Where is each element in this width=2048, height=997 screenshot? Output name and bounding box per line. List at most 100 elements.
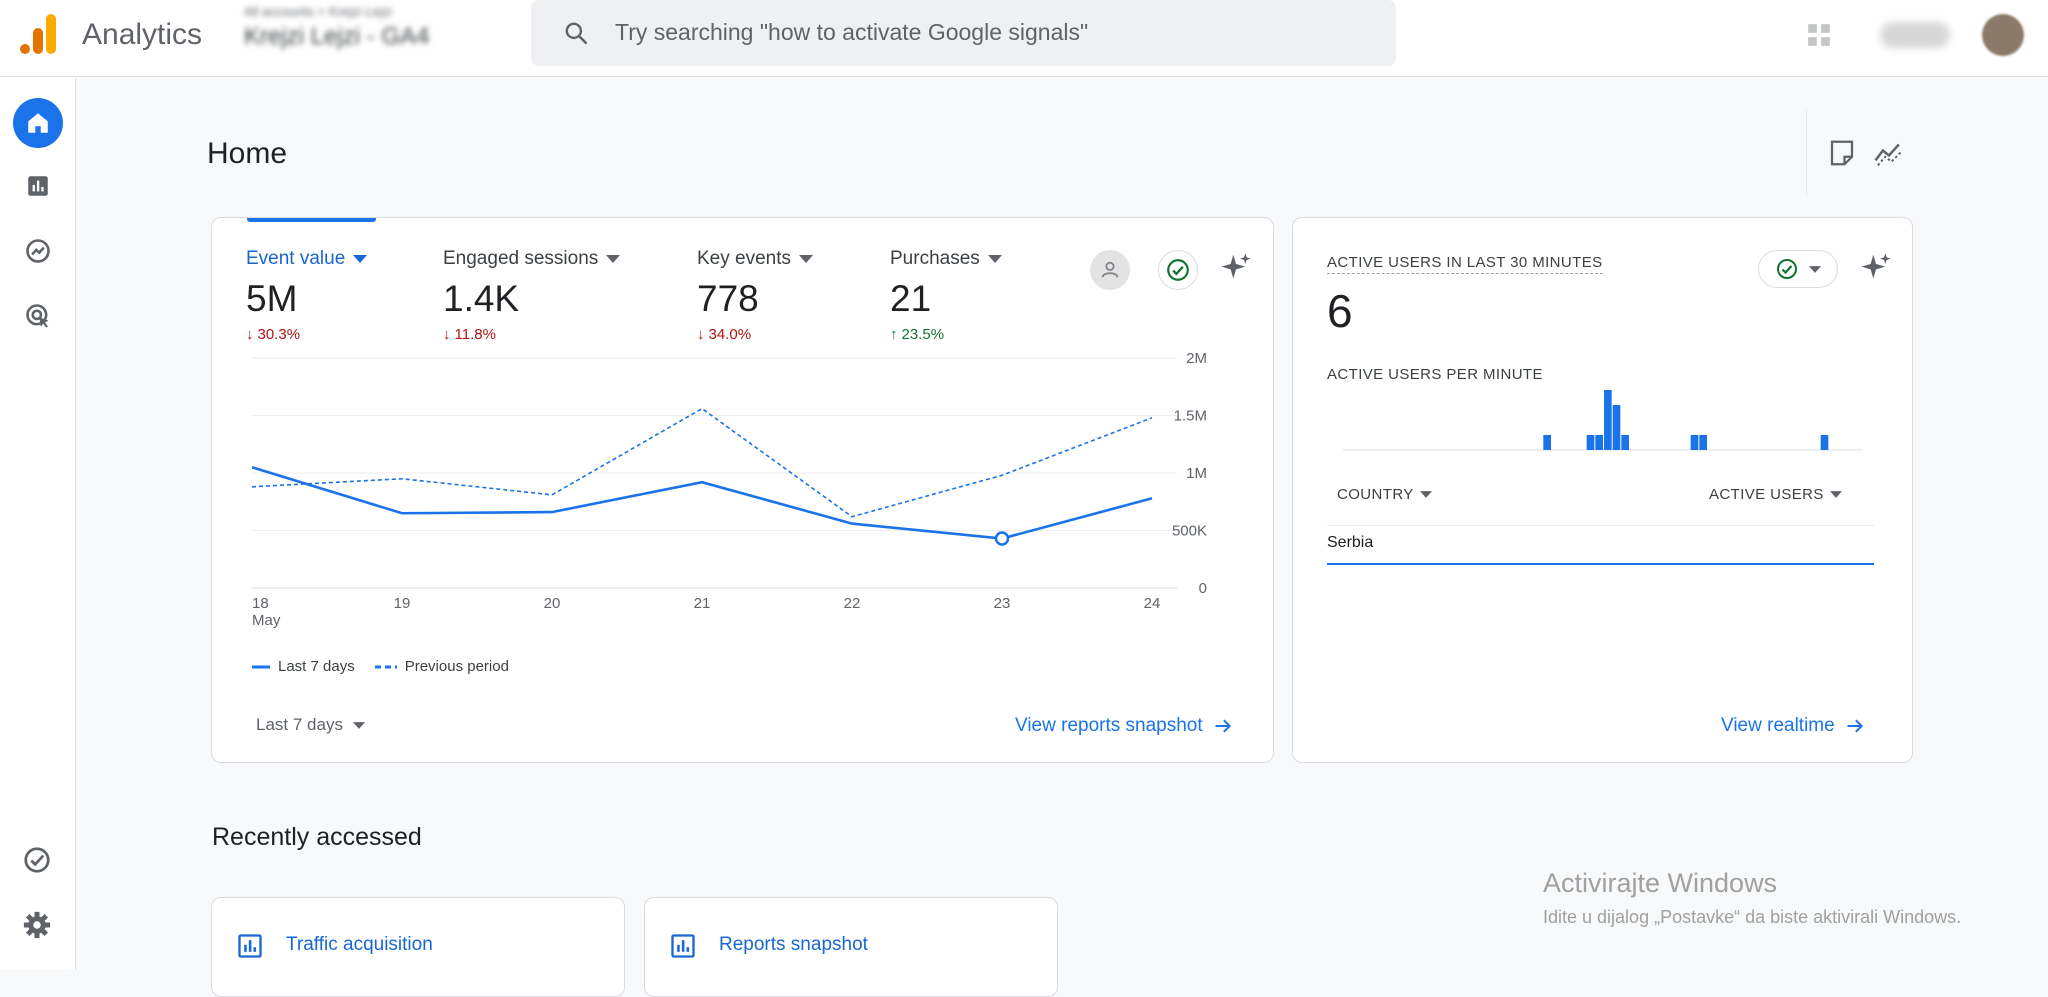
date-range-dropdown[interactable]: Last 7 days (256, 715, 365, 735)
metric-event-value[interactable]: Event value 5M ↓ 30.3% (246, 248, 368, 343)
active-users-column-header[interactable]: ACTIVE USERS (1709, 486, 1842, 503)
compare-button[interactable] (1090, 250, 1130, 290)
page-tools (1806, 110, 1903, 196)
nav-reports[interactable] (13, 161, 63, 211)
nav-admin[interactable] (22, 910, 52, 945)
metric-value: 21 (890, 278, 932, 319)
home-icon (28, 113, 48, 133)
view-realtime-link[interactable]: View realtime (1721, 715, 1865, 737)
x-tick-label: 24 (1144, 595, 1161, 612)
metric-change-text: 34.0% (708, 326, 752, 343)
x-tick-label: 23 (994, 595, 1011, 612)
arrow-down-icon: ↓ (443, 326, 451, 343)
arrow-right-icon (1215, 719, 1231, 733)
y-tick-label: 1M (1186, 465, 1207, 482)
y-tick-label: 2M (1186, 350, 1207, 367)
dropdown-arrow-icon[interactable] (606, 255, 621, 263)
minute-bar[interactable] (1604, 390, 1612, 450)
chart-legend: Last 7 days Previous period (252, 658, 509, 675)
per-minute-label: ACTIVE USERS PER MINUTE (1327, 366, 1543, 383)
search-bar[interactable] (531, 0, 1396, 66)
metric-key-events[interactable]: Key events 778 ↓ 34.0% (697, 248, 813, 343)
x-tick-label: 20 (544, 595, 561, 612)
dropdown-arrow-icon (352, 721, 365, 729)
insights-sparkle-button[interactable] (1216, 248, 1256, 288)
apps-grid-icon[interactable] (1806, 22, 1832, 48)
table-row[interactable]: Serbia (1327, 525, 1874, 565)
minute-bar[interactable] (1690, 435, 1699, 450)
realtime-title[interactable]: ACTIVE USERS IN LAST 30 MINUTES (1327, 254, 1603, 274)
data-quality-button[interactable] (1158, 250, 1198, 290)
metric-value: 778 (697, 278, 759, 319)
account-selector[interactable]: All accounts > Krejzi Lejzi Krejzi Lejzi… (244, 4, 504, 60)
view-reports-snapshot-link[interactable]: View reports snapshot (1015, 715, 1233, 737)
metric-change: ↓ 30.3% (246, 326, 367, 343)
avatar[interactable] (1982, 14, 2024, 56)
metric-label: Purchases (890, 248, 1002, 270)
insights-sparkle-button[interactable] (1856, 248, 1896, 288)
nav-advertising[interactable] (13, 291, 63, 341)
country-column-header[interactable]: COUNTRY (1337, 486, 1432, 503)
highlight-point (994, 531, 1010, 546)
metric-label-text: Engaged sessions (443, 248, 599, 269)
side-navigation (0, 78, 76, 970)
realtime-card: ACTIVE USERS IN LAST 30 MINUTES 6 ACTIVE… (1292, 217, 1913, 763)
metric-change-text: 11.8% (454, 326, 496, 343)
gear-icon (23, 911, 51, 939)
metric-engaged-sessions[interactable]: Engaged sessions 1.4K ↓ 11.8% (443, 248, 621, 343)
overview-card: Event value 5M ↓ 30.3% Engaged sessions 1… (211, 217, 1274, 763)
metric-purchases[interactable]: Purchases 21 ↑ 23.5% (890, 248, 1002, 343)
legend-item-previous: Previous period (374, 658, 509, 675)
realtime-status-dropdown[interactable] (1758, 250, 1838, 288)
x-tick-label: 18 (252, 595, 269, 612)
dropdown-arrow-icon[interactable] (799, 255, 813, 263)
watermark-subtitle: Idite u dijalog „Postavke“ da biste akti… (1543, 907, 1962, 927)
event-value-chart: 0 500K 1M 1.5M 2M 18 19 20 21 22 23 24 May (251, 350, 1207, 629)
link-label: View realtime (1721, 715, 1835, 736)
y-tick-label: 1.5M (1174, 408, 1207, 425)
minute-bar[interactable] (1820, 435, 1829, 450)
x-tick-sublabel: May (252, 612, 281, 629)
header-actions (1800, 14, 2040, 56)
metric-label: Engaged sessions (443, 248, 621, 270)
recent-item-reports-snapshot[interactable]: Reports snapshot (644, 897, 1058, 997)
sparkle-icon (1861, 253, 1891, 279)
minute-bar[interactable] (1612, 405, 1621, 450)
metric-label: Event value (246, 248, 368, 270)
search-input[interactable] (615, 12, 1375, 52)
legend-label: Previous period (404, 658, 509, 675)
legend-item-current: Last 7 days (252, 658, 355, 675)
recent-item-traffic-acquisition[interactable]: Traffic acquisition (211, 897, 625, 997)
series-line-previous (251, 407, 1153, 518)
minute-bar[interactable] (1586, 435, 1595, 450)
help-and-settings-icons[interactable] (1880, 22, 1950, 48)
active-users-count: 6 (1327, 285, 1353, 337)
arrow-right-icon (1847, 719, 1863, 733)
search-icon (565, 22, 588, 45)
report-icon (238, 934, 262, 958)
date-range-label: Last 7 days (256, 715, 343, 734)
minute-bar[interactable] (1621, 435, 1629, 450)
insights-icon[interactable] (1873, 138, 1905, 168)
nav-setup-assistant[interactable] (22, 845, 52, 880)
nav-explore[interactable] (13, 226, 63, 276)
minute-bar[interactable] (1543, 435, 1551, 450)
minute-bar[interactable] (1699, 435, 1707, 450)
advertising-target-icon (26, 304, 49, 328)
nav-home[interactable] (13, 98, 63, 148)
watermark-title: Activirajte Windows (1543, 868, 1778, 898)
dropdown-arrow-icon[interactable] (353, 255, 368, 263)
solid-line-swatch (252, 665, 270, 668)
analytics-logo-icon[interactable] (20, 14, 56, 54)
minute-bar[interactable] (1595, 435, 1603, 450)
note-icon[interactable] (1827, 138, 1857, 168)
y-tick-label: 0 (1199, 580, 1207, 597)
compare-icon (1101, 261, 1119, 278)
dashed-line-swatch (374, 665, 397, 668)
metric-label-text: Event value (246, 248, 346, 269)
y-tick-label: 500K (1172, 523, 1207, 540)
check-circle-icon (24, 847, 50, 873)
arrow-up-icon: ↑ (890, 326, 898, 343)
bar-chart-icon (28, 176, 48, 196)
dropdown-arrow-icon[interactable] (987, 255, 1002, 263)
